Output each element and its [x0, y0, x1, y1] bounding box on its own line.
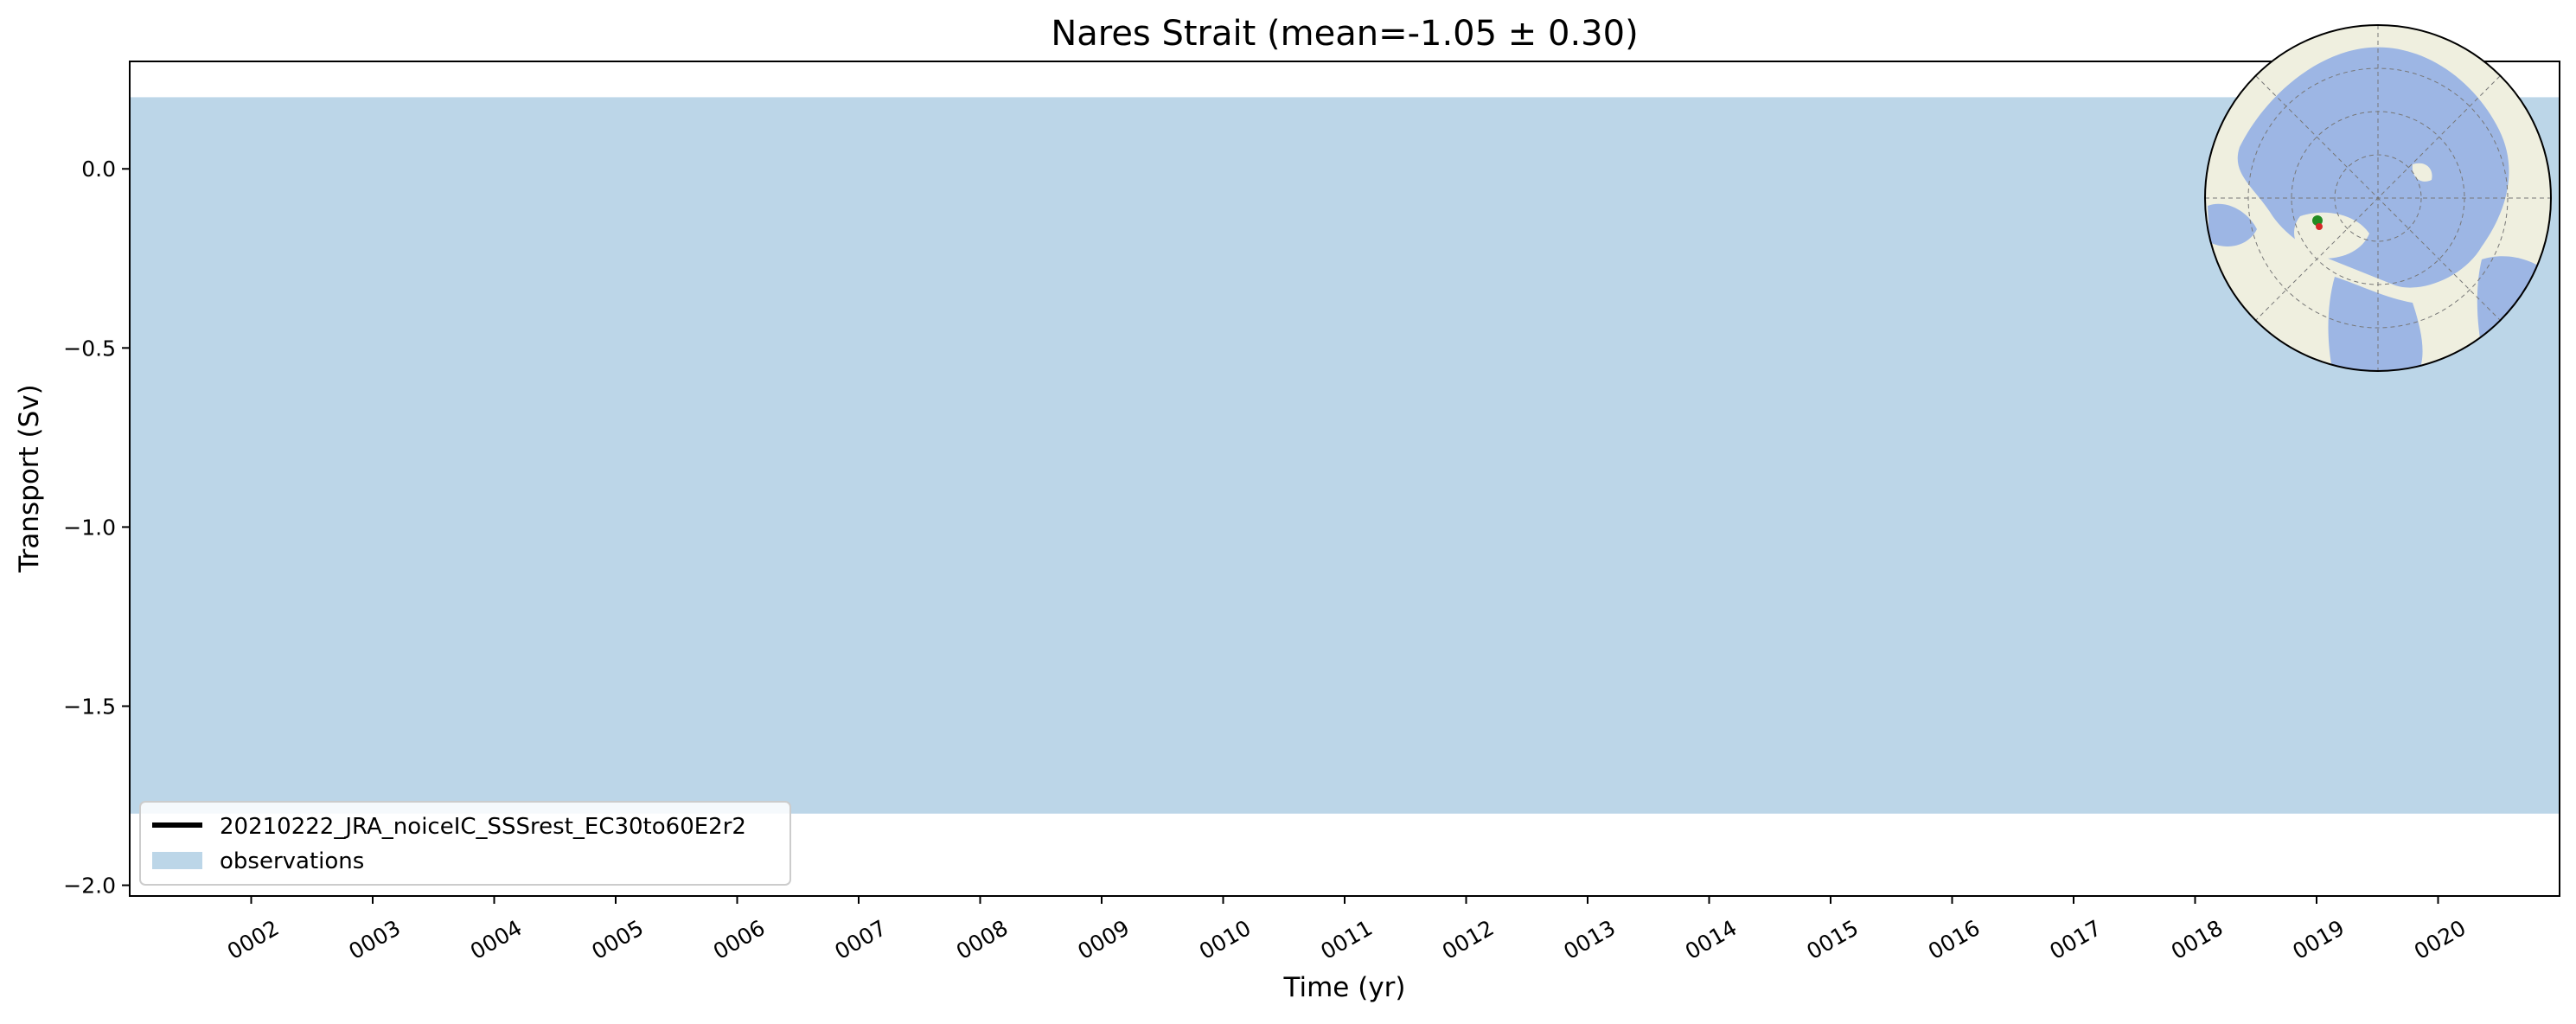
x-tick-label: 0013 — [1559, 915, 1620, 964]
y-tick-label: −1.5 — [63, 694, 116, 719]
x-tick-label: 0020 — [2410, 915, 2471, 964]
y-tick-label: −0.5 — [63, 336, 116, 361]
x-tick-label: 0002 — [223, 915, 284, 964]
nares-strait-section-marker — [2312, 215, 2323, 226]
x-tick-label: 0016 — [1924, 915, 1985, 964]
x-tick-label: 0010 — [1195, 915, 1256, 964]
y-axis: 0.0 −0.5 −1.0 −1.5 −2.0 — [63, 157, 130, 899]
legend-observations-swatch — [152, 852, 202, 869]
legend: 20210222_JRA_noiceIC_SSSrest_EC30to60E2r… — [139, 801, 791, 886]
inset-map-border — [2204, 24, 2552, 372]
x-tick-label: 0003 — [344, 915, 405, 964]
legend-series-label: 20210222_JRA_noiceIC_SSSrest_EC30to60E2r… — [220, 814, 746, 840]
y-tick-label: −1.0 — [63, 515, 116, 540]
inset-map-ocean — [2205, 25, 2551, 371]
y-axis-label: Transport (Sv) — [14, 384, 45, 573]
x-tick-label: 0005 — [587, 915, 648, 964]
chart-title: Nares Strait (mean=-1.05 ± 0.30) — [1051, 14, 1638, 54]
x-tick-label: 0008 — [952, 915, 1013, 964]
x-tick-label: 0019 — [2288, 915, 2349, 964]
y-tick-label: 0.0 — [81, 157, 116, 182]
nares-strait-point-marker — [2316, 223, 2323, 230]
inset-map — [2204, 24, 2552, 372]
x-tick-label: 0009 — [1073, 915, 1134, 964]
x-axis: 0002 0003 0004 0005 0006 0007 0008 0009 0010 0011… — [223, 896, 2471, 964]
x-tick-label: 0017 — [2045, 915, 2106, 964]
x-tick-label: 0007 — [830, 915, 891, 964]
observations-band — [130, 97, 2560, 814]
x-tick-label: 0004 — [466, 915, 527, 964]
legend-frame — [139, 801, 791, 886]
x-tick-label: 0014 — [1681, 915, 1742, 964]
x-tick-label: 0011 — [1316, 915, 1377, 964]
observations-layer — [130, 97, 2560, 814]
x-tick-label: 0006 — [709, 915, 770, 964]
y-tick-label: −2.0 — [63, 874, 116, 899]
x-tick-label: 0018 — [2167, 915, 2228, 964]
x-tick-label: 0015 — [1802, 915, 1863, 964]
x-tick-label: 0012 — [1438, 915, 1499, 964]
x-axis-label: Time (yr) — [1283, 972, 1406, 1003]
legend-observations-label: observations — [220, 848, 364, 874]
